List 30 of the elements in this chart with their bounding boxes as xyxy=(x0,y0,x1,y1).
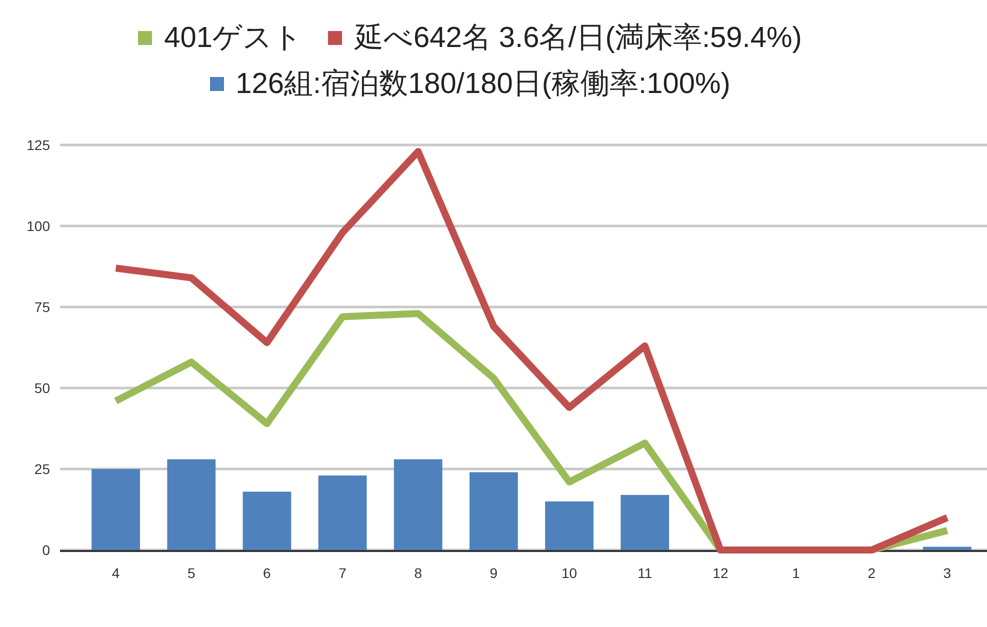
legend-label: 延べ642名 3.6名/日(満床率:59.4%) xyxy=(354,21,802,56)
bar xyxy=(470,472,518,550)
x-tick-label: 11 xyxy=(638,565,652,581)
y-tick-label: 125 xyxy=(26,137,50,153)
bar xyxy=(394,459,442,550)
bar xyxy=(92,469,140,550)
x-tick-label: 2 xyxy=(868,565,876,581)
bar xyxy=(167,459,216,550)
x-tick-label: 10 xyxy=(562,565,578,581)
legend-label: 401ゲスト xyxy=(164,21,302,56)
y-tick-label: 50 xyxy=(34,380,50,396)
x-tick-label: 3 xyxy=(943,565,952,581)
x-tick-label: 5 xyxy=(187,565,196,581)
x-tick-label: 9 xyxy=(490,565,498,581)
bar xyxy=(242,492,292,550)
x-tick-label: 12 xyxy=(712,565,728,581)
legend-label: 126組:宿泊数180/180日(稼働率:100%) xyxy=(236,67,730,102)
y-tick-label: 75 xyxy=(34,299,50,315)
y-tick-label: 0 xyxy=(42,542,50,558)
x-tick-label: 8 xyxy=(414,565,422,581)
bar xyxy=(545,501,594,550)
y-tick-label: 100 xyxy=(26,218,50,234)
x-tick-label: 6 xyxy=(263,565,272,581)
y-tick-label: 25 xyxy=(34,461,50,477)
bar xyxy=(318,475,367,550)
x-tick-label: 1 xyxy=(792,565,800,581)
x-tick-label: 7 xyxy=(338,565,347,581)
bar xyxy=(620,494,670,550)
bar xyxy=(923,546,972,550)
x-tick-label: 4 xyxy=(112,565,120,581)
